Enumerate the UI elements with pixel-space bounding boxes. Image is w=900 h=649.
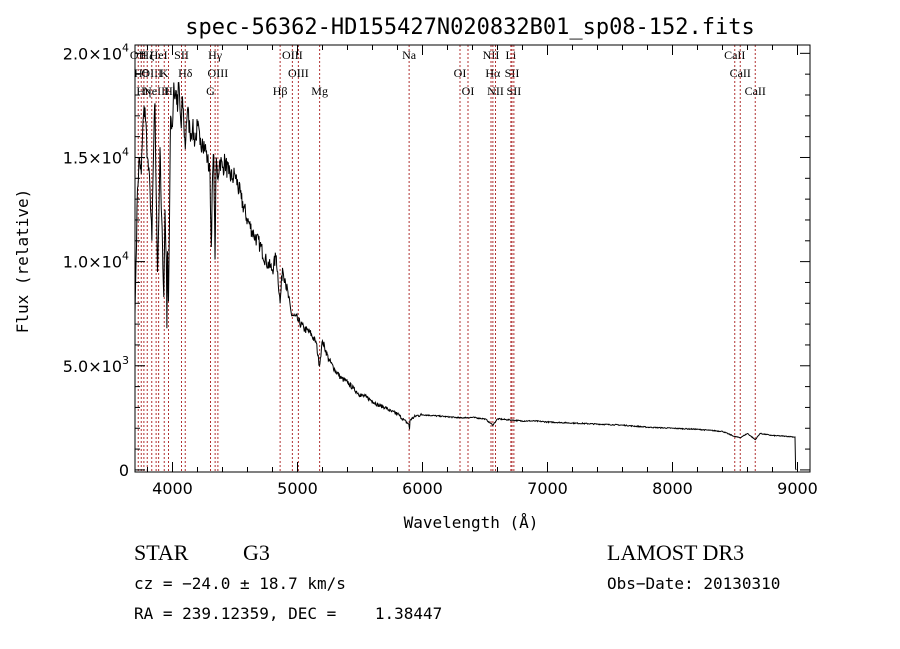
line-marker-label: SII — [505, 66, 520, 80]
line-marker-label: CaII — [724, 48, 745, 62]
line-marker-label: NII — [487, 84, 504, 98]
y-tick-exponent: 4 — [122, 250, 129, 263]
line-marker-label: OIII — [208, 66, 229, 80]
y-tick-mantissa: 5.0×10 — [63, 357, 122, 376]
line-marker-label: OII — [130, 48, 147, 62]
y-tick-exponent: 3 — [122, 354, 129, 367]
line-marker-label: OIII — [288, 66, 309, 80]
line-marker-label: HeI — [150, 48, 168, 62]
line-marker-label: G — [206, 84, 215, 98]
line-marker-label: H — [164, 84, 173, 98]
line-marker-label: CaII — [730, 66, 751, 80]
x-tick-label: 7000 — [527, 479, 568, 498]
y-tick-label: 5.0×103 — [63, 354, 129, 376]
y-tick-mantissa: 1.0×10 — [63, 253, 122, 272]
y-tick-label: 2.0×104 — [63, 41, 129, 63]
line-marker-label: Na — [402, 48, 417, 62]
obs-date-readout: Obs−Date: 20130310 — [607, 574, 781, 593]
line-marker-label: NII — [483, 48, 500, 62]
line-marker-label: OIII — [141, 66, 162, 80]
survey-label: LAMOST DR3 — [607, 540, 745, 565]
x-axis: 4000 5000 6000 7000 8000 9000 — [147, 45, 818, 498]
x-tick-label: 6000 — [402, 479, 443, 498]
x-tick-label: 8000 — [652, 479, 693, 498]
y-axis-label: Flux (relative) — [13, 189, 32, 334]
line-marker-label: Hδ — [178, 66, 193, 80]
y-tick-exponent: 4 — [122, 41, 129, 54]
y-tick-label: 1.5×104 — [63, 145, 129, 167]
x-tick-label: 5000 — [277, 479, 318, 498]
chart-title: spec-56362-HD155427N020832B01_sp08-152.f… — [185, 15, 755, 40]
line-marker-label: Mg — [311, 84, 328, 98]
line-marker-label: Hθ — [134, 66, 149, 80]
x-tick-label: 9000 — [777, 479, 818, 498]
plot-frame — [134, 44, 811, 473]
x-tick-label: 4000 — [152, 479, 193, 498]
line-marker-label: CaII — [745, 84, 766, 98]
y-tick-mantissa: 1.5×10 — [63, 148, 122, 167]
line-marker-label: Hβ — [273, 84, 288, 98]
spectrum-line — [134, 81, 797, 471]
line-marker-label: OI — [454, 66, 467, 80]
line-marker-label: Hα — [485, 66, 501, 80]
line-marker-label: SII — [507, 84, 522, 98]
y-tick-mantissa: 2.0×10 — [63, 44, 122, 63]
line-marker-label: OIII — [282, 48, 303, 62]
subclass-label: G3 — [243, 540, 270, 565]
line-marker-label: K — [160, 66, 169, 80]
line-marker-label: SII — [174, 48, 189, 62]
y-tick-label: 0 — [119, 461, 129, 480]
line-marker-label: Li — [506, 48, 517, 62]
line-marker-label: Hζ — [140, 48, 154, 62]
y-tick-exponent: 4 — [122, 145, 129, 158]
y-tick-label: 1.0×104 — [63, 250, 129, 272]
line-marker-label: NeIII — [143, 84, 169, 98]
y-tick-mantissa: 0 — [119, 461, 129, 480]
x-axis-label: Wavelength (Å) — [404, 513, 539, 532]
coordinates-readout: RA = 239.12359, DEC = 1.38447 — [134, 604, 443, 623]
emission-line-markers: OIIHθHηHζOIIINeIIIHeIKHSIIHδGHγOIIIHβOII… — [130, 45, 766, 472]
redshift-readout: cz = −24.0 ± 18.7 km/s — [134, 574, 346, 593]
object-class-label: STAR — [134, 540, 189, 565]
line-marker-label: OI — [462, 84, 475, 98]
line-marker-label: Hγ — [208, 48, 223, 62]
